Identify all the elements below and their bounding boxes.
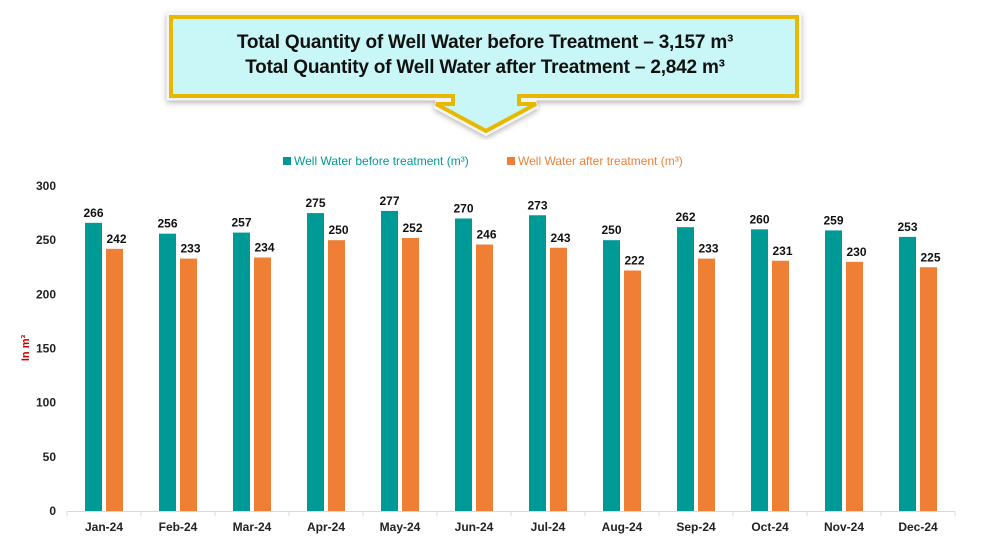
- y-tick-label: 50: [43, 450, 57, 464]
- legend-item-before: Well Water before treatment (m³): [283, 154, 469, 168]
- bar-before: [825, 230, 842, 511]
- x-tick-label: Jul-24: [531, 520, 566, 534]
- bar-before: [381, 210, 398, 511]
- bars: [85, 210, 937, 512]
- legend-label-after: Well Water after treatment (m³): [518, 154, 683, 168]
- data-label-after: 233: [180, 242, 200, 256]
- bar-after: [328, 240, 345, 511]
- bar-before: [677, 227, 694, 511]
- bar-after: [846, 261, 863, 511]
- bar-before: [85, 222, 102, 512]
- callout-line-before: Total Quantity of Well Water before Trea…: [236, 32, 734, 53]
- x-tick-label: Aug-24: [602, 520, 643, 534]
- bar-after: [476, 244, 493, 511]
- bar-before: [159, 233, 176, 511]
- bar-before: [899, 236, 916, 511]
- bar-before: [529, 215, 546, 511]
- x-tick-label: Dec-24: [898, 520, 938, 534]
- bar-before: [751, 229, 768, 512]
- bar-after: [624, 270, 641, 511]
- bar-before: [603, 240, 620, 511]
- x-tick-label: Jun-24: [455, 520, 494, 534]
- callout-line-after: Total Quantity of Well Water after Treat…: [245, 57, 725, 78]
- bar-after: [254, 257, 271, 511]
- x-tick-label: Oct-24: [751, 520, 789, 534]
- legend-swatch-before: [283, 157, 291, 165]
- legend-item-after: Well Water after treatment (m³): [507, 154, 683, 168]
- data-label-after: 242: [106, 232, 126, 246]
- y-tick-label: 200: [36, 287, 56, 301]
- summary-callout: [166, 12, 802, 137]
- y-tick-label: 300: [36, 179, 56, 193]
- y-axis: 0 50 100 150 200 250 300: [36, 179, 56, 518]
- data-label-after: 230: [846, 245, 866, 259]
- x-tick-label: Jan-24: [85, 520, 123, 534]
- legend-swatch-after: [507, 157, 515, 165]
- callout-border: [169, 15, 799, 134]
- data-label-before: 256: [157, 217, 177, 231]
- y-tick-label: 250: [36, 233, 56, 247]
- x-tick-label: Apr-24: [307, 520, 345, 534]
- data-labels: 2662422562332572342752502772522702462732…: [83, 194, 940, 268]
- y-tick-label: 0: [49, 504, 56, 518]
- bar-after: [550, 247, 567, 511]
- bar-after: [920, 267, 937, 511]
- data-label-before: 260: [749, 212, 769, 226]
- bar-after: [180, 258, 197, 511]
- y-tick-label: 150: [36, 342, 56, 356]
- data-label-before: 257: [231, 216, 251, 230]
- data-label-before: 259: [823, 213, 843, 227]
- data-label-before: 277: [379, 194, 399, 208]
- bar-after: [106, 248, 123, 512]
- bar-after: [698, 258, 715, 511]
- bar-before: [233, 232, 250, 512]
- y-axis-label: In m³: [20, 335, 32, 362]
- data-label-after: 225: [920, 250, 940, 264]
- data-label-before: 270: [453, 202, 473, 216]
- x-tick-label: Nov-24: [824, 520, 864, 534]
- data-label-before: 262: [675, 210, 695, 224]
- data-label-after: 252: [402, 221, 422, 235]
- data-label-before: 273: [527, 198, 547, 212]
- x-tick-label: Feb-24: [159, 520, 198, 534]
- bar-after: [402, 238, 419, 511]
- x-tick-label: Sep-24: [676, 520, 716, 534]
- data-label-before: 275: [305, 196, 325, 210]
- data-label-after: 233: [698, 242, 718, 256]
- data-label-after: 234: [254, 241, 274, 255]
- y-tick-label: 100: [36, 396, 56, 410]
- bar-after: [772, 260, 789, 511]
- data-label-after: 250: [328, 223, 348, 237]
- data-label-before: 253: [897, 220, 917, 234]
- x-tick-label: May-24: [380, 520, 421, 534]
- bar-before: [307, 213, 324, 512]
- data-label-before: 266: [83, 206, 103, 220]
- legend-label-before: Well Water before treatment (m³): [294, 154, 469, 168]
- data-label-after: 231: [772, 244, 792, 258]
- data-label-after: 243: [550, 231, 570, 245]
- data-label-after: 222: [624, 254, 644, 268]
- x-tick-label: Mar-24: [233, 520, 272, 534]
- x-axis-tick-labels: Jan-24 Feb-24 Mar-24 Apr-24 May-24 Jun-24 Jul-…: [85, 520, 938, 534]
- bar-before: [455, 218, 472, 511]
- data-label-after: 246: [476, 228, 496, 242]
- x-axis-ticks: [66, 511, 956, 516]
- data-label-before: 250: [601, 223, 621, 237]
